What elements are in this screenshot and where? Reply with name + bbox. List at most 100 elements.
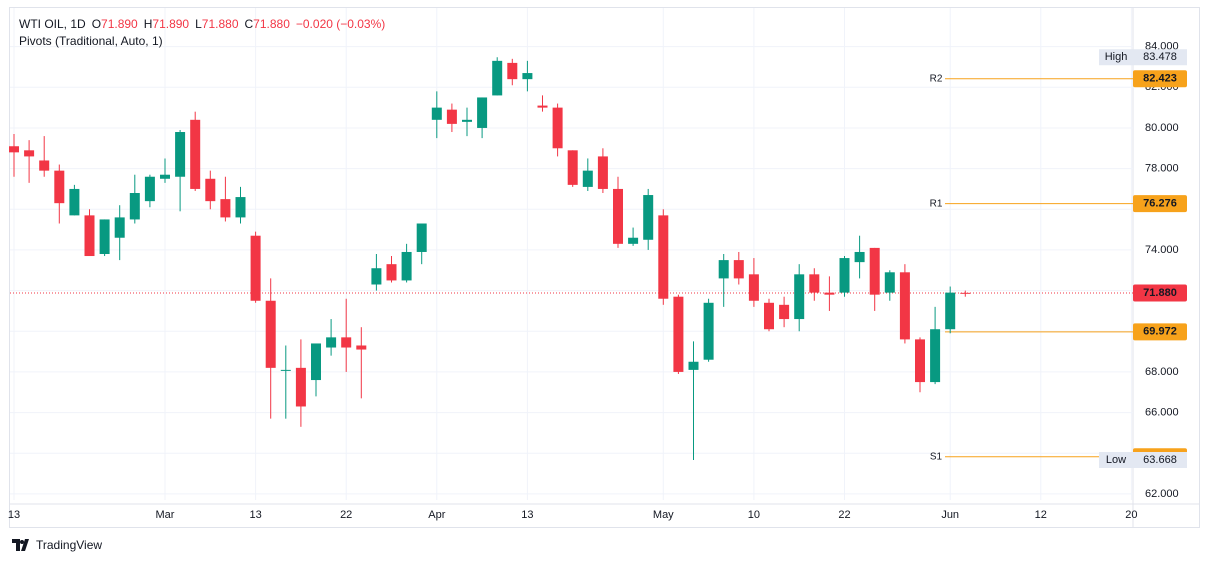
candle-body [250, 235, 261, 301]
logo [12, 539, 29, 551]
x-tick-label: 12 [1035, 509, 1047, 521]
marker-name: Low [1106, 454, 1126, 466]
marker-name-box [1099, 451, 1133, 468]
candle-body [160, 174, 170, 179]
x-tick-label: 22 [340, 509, 352, 521]
candle-body [295, 367, 306, 407]
candle-body [431, 107, 442, 120]
candle-body [446, 109, 457, 124]
candle-body [537, 105, 548, 108]
x-tick-label: May [653, 509, 674, 521]
ohlc-value: 71.880 [201, 17, 239, 31]
candle-body [643, 195, 654, 240]
candle-body [54, 170, 65, 204]
pivot-name: R1 [930, 198, 943, 209]
frame [9, 7, 1200, 528]
candle-body [899, 272, 910, 340]
last-price-box [1133, 284, 1187, 302]
brand: TradingView [36, 538, 103, 552]
candle-body [507, 62, 518, 80]
candle-body [235, 197, 246, 218]
candle-body [311, 343, 321, 381]
ohlc-value: 71.890 [152, 17, 190, 31]
marker-price-box [1133, 49, 1187, 66]
candle-body [492, 60, 503, 96]
candle-body [703, 302, 714, 360]
candle-body [220, 199, 231, 218]
candle-body [869, 247, 880, 295]
candle-body [477, 97, 488, 128]
candle-body [175, 132, 186, 177]
candle-body [326, 337, 337, 348]
pivot-price-box [1133, 195, 1187, 213]
candle-body [462, 119, 472, 122]
candle-body [99, 219, 110, 254]
candle-body [824, 292, 835, 295]
marker-price-box [1133, 451, 1187, 468]
candle-body [582, 170, 593, 187]
legend-header: WTI OIL, 1D O71.890 H71.890 L71.880 C71.880−… [19, 16, 385, 50]
y-tick-label: 80.000 [1145, 122, 1179, 134]
ohlc-value: 71.880 [253, 17, 290, 31]
indicator: Pivots (Traditional, Auto, 1) [19, 34, 163, 48]
x-tick-label: 13 [8, 509, 20, 521]
candle-body [129, 193, 140, 220]
candle-body [386, 264, 397, 281]
pivot-price-label: 69.972 [1143, 326, 1177, 338]
candle-body [205, 178, 216, 202]
y-tick-label: 66.000 [1145, 406, 1179, 418]
candle-body [733, 260, 744, 279]
candle-body [673, 296, 684, 372]
x-tick-label: 13 [521, 509, 533, 521]
pivot-price-label: 76.276 [1143, 198, 1177, 210]
ohlc-key: O [91, 17, 102, 31]
candle-body [718, 260, 729, 279]
candle-body [794, 274, 805, 320]
y-tick-label: 78.000 [1145, 163, 1179, 175]
candle-body [764, 302, 774, 330]
change: −0.020 (−0.03%) [295, 17, 386, 31]
candle-body [24, 150, 35, 157]
symbol: WTI OIL, 1D [19, 17, 86, 31]
ohlc: O71.890 H71.890 L71.880 C71.880 [86, 17, 290, 31]
pivot-price-label: 82.423 [1143, 73, 1177, 85]
candle-body [945, 292, 956, 330]
candle-body [356, 345, 367, 350]
y-tick-label: 62.000 [1145, 488, 1179, 500]
symbol-row: WTI OIL, 1D O71.890 H71.890 L71.880 C71.880−… [19, 16, 385, 33]
candle-body [341, 337, 352, 348]
x-tick-label: 10 [748, 509, 760, 521]
pivot-price-box [1133, 70, 1187, 88]
candle-body [854, 251, 865, 263]
x-tick-label: Jun [941, 509, 959, 521]
candle-body [567, 150, 578, 185]
candle-body [265, 300, 276, 368]
candle-body [144, 176, 155, 202]
candle-body [779, 304, 790, 320]
candle-body [416, 223, 427, 252]
marker-price: 63.668 [1143, 454, 1177, 466]
ohlc-key: L [195, 17, 202, 31]
candle-body [190, 119, 201, 189]
x-tick-label: 13 [249, 509, 261, 521]
footer: TradingView [12, 538, 102, 552]
y-tick-label: 74.000 [1145, 244, 1179, 256]
candle-body [658, 215, 669, 299]
candle-body [280, 369, 291, 371]
last-price-label: 71.880 [1143, 287, 1177, 299]
pivot-name: R2 [930, 73, 943, 84]
ohlc-key: C [244, 17, 254, 31]
candle-body [628, 237, 639, 244]
candle-body [114, 217, 125, 238]
marker-name-box [1099, 49, 1133, 66]
candle-body [597, 156, 608, 189]
pivot-name: S1 [930, 451, 943, 462]
y-tick-label: 68.000 [1145, 366, 1179, 378]
candle-body [9, 146, 19, 153]
candle-body [39, 160, 50, 171]
ohlc-key: H [143, 17, 153, 31]
candle-body [915, 339, 925, 383]
marker-price: 83.478 [1143, 51, 1177, 63]
x-tick-label: 20 [1125, 509, 1137, 521]
candle-body [884, 272, 895, 293]
